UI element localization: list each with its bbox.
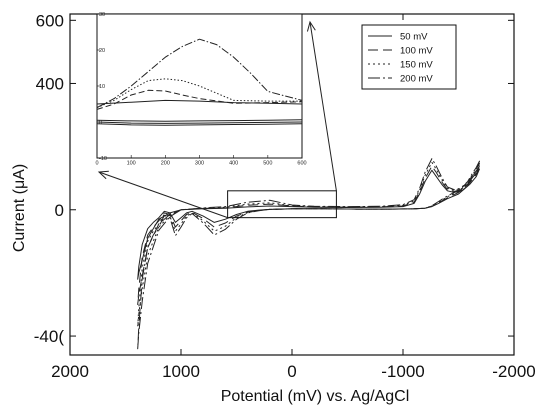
x-tick-label: 2000 xyxy=(51,362,89,381)
legend-entry-2: 100 mV xyxy=(400,46,433,57)
inset-series-line-7 xyxy=(96,123,303,126)
legend-entry-3: 150 mV xyxy=(400,60,433,71)
legend-entry-1: 50 mV xyxy=(400,32,428,43)
y-tick-label: 400 xyxy=(36,74,64,93)
y-axis-title: Current (μA) xyxy=(11,164,28,252)
x-tick-label: 1000 xyxy=(162,362,200,381)
inset-x-tick-label: 100 xyxy=(127,161,136,167)
y-tick-label: -40( xyxy=(34,327,65,346)
x-tick-label: -1000 xyxy=(381,362,424,381)
inset-series-line-3 xyxy=(96,78,302,109)
inset-x-tick-label: 200 xyxy=(161,161,170,167)
x-tick-label: 0 xyxy=(287,362,296,381)
inset-series-line-4 xyxy=(96,38,303,109)
inset-frame xyxy=(96,13,303,159)
inset-y-tick-label: 20 xyxy=(99,48,105,54)
inset-y-tick-label: 30 xyxy=(99,12,105,18)
inset-y-tick-label: 10 xyxy=(99,84,105,90)
y-tick-label: 600 xyxy=(36,11,64,30)
zoom-indicator xyxy=(97,20,337,219)
legend-entry-4: 200 mV xyxy=(400,74,433,85)
inset-series-line-5 xyxy=(96,119,303,122)
zoom-arrow-lower xyxy=(98,171,228,219)
zoom-arrow-upper-head xyxy=(306,20,316,32)
y-tick-label: 0 xyxy=(55,201,64,220)
inset-x-tick-label: 400 xyxy=(229,161,238,167)
zoom-arrow-lower-head xyxy=(97,170,109,180)
zoom-arrow-upper xyxy=(309,21,337,191)
series-line-3 xyxy=(137,161,481,328)
inset-x-tick-label: 300 xyxy=(195,161,204,167)
inset-x-tick-label: 600 xyxy=(297,161,306,167)
inset-y-tick-label: -10 xyxy=(99,156,107,162)
inset-x-tick-label: 500 xyxy=(263,161,272,167)
inset-x-tick-label: 0 xyxy=(95,161,98,167)
series-line-1 xyxy=(137,168,481,280)
inset-series-line-2 xyxy=(96,89,303,110)
series-line-2 xyxy=(137,165,481,305)
legend: 50 mV 100 mV 150 mV 200 mV xyxy=(361,24,457,90)
inset-series-line-6 xyxy=(96,121,303,124)
zoom-box xyxy=(227,190,337,219)
series-line-4 xyxy=(137,158,481,350)
x-tick-label: -2000 xyxy=(492,362,535,381)
inset-y-tick-label: 0 xyxy=(99,120,102,126)
x-axis-title: Potential (mV) vs. Ag/AgCl xyxy=(221,388,410,405)
inset-series-line-1 xyxy=(96,99,303,105)
